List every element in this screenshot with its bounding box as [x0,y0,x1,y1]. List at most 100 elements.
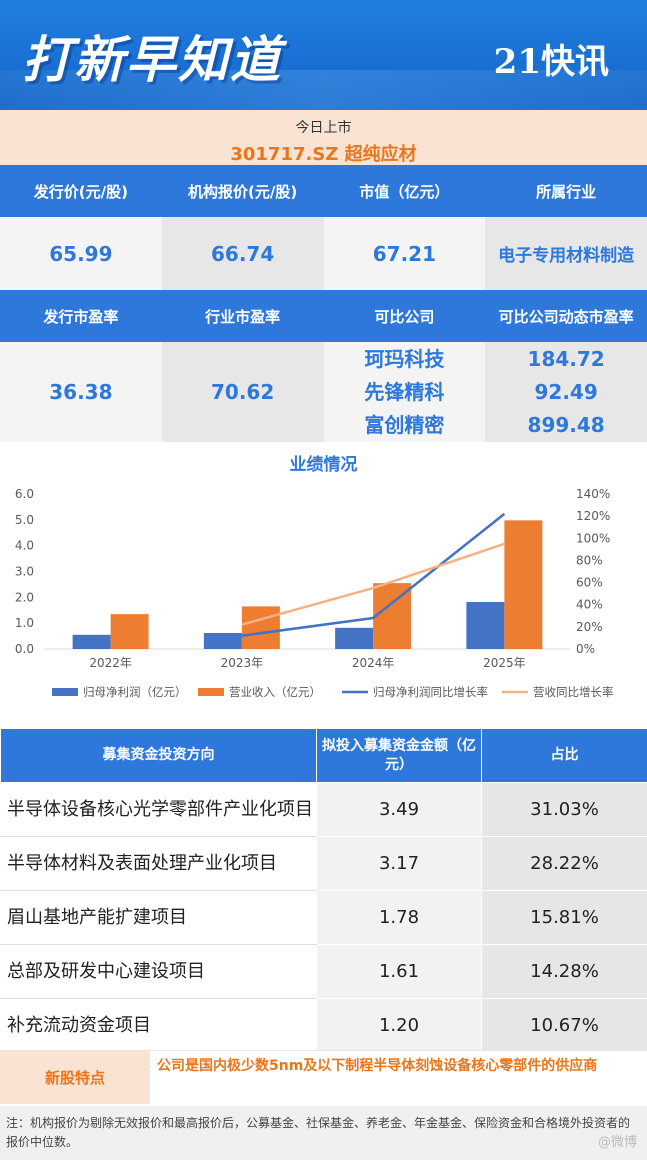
peer-names: 珂玛科技 先锋精科 富创精密 [323,342,486,442]
brand-text: 快讯 [541,42,609,82]
header-peer-pe: 可比公司动态市盈率 [498,307,634,326]
listing-stock: 301717.SZ 超纯应材 [230,144,417,165]
project-name: 总部及研发中心建设项目 [0,944,317,999]
peer-name: 先锋精科 [364,379,445,404]
y-right-tick: 100% [576,531,610,545]
legend-swatch [52,688,78,696]
project-ratio: 14.28% [481,944,647,999]
y-left-tick: 0.0 [15,642,34,656]
legend-label: 营业收入（亿元） [229,685,321,699]
bar-net-profit [466,601,505,649]
header-industry-pe: 行业市盈率 [205,307,281,326]
pe-header: 发行市盈率 行业市盈率 可比公司 可比公司动态市盈率 [0,290,647,342]
feature-label: 新股特点 [0,1051,150,1104]
industry-value: 电子专用材料制造 [485,217,647,290]
y-right-tick: 80% [576,553,603,567]
peer-pe: 92.49 [534,379,598,404]
y-left-tick: 3.0 [15,565,34,579]
header-industry: 所属行业 [536,182,597,201]
peer-name: 富创精密 [364,412,445,437]
project-amount: 1.61 [316,944,482,999]
y-left-tick: 2.0 [15,590,34,604]
y-right-tick: 60% [576,576,603,590]
col-header-direction: 募集资金投资方向 [0,728,317,783]
table-row: 眉山基地产能扩建项目 1.78 15.81% [0,890,647,945]
y-right-tick: 140% [576,487,610,501]
x-tick: 2023年 [221,656,264,670]
legend-swatch [198,688,224,696]
y-right-tick: 20% [576,620,603,634]
y-left-tick: 4.0 [15,539,34,553]
project-name: 半导体材料及表面处理产业化项目 [0,836,317,891]
feature-row: 新股特点 公司是国内极少数5nm及以下制程半导体刻蚀设备核心零部件的供应商 [0,1050,647,1104]
market-cap-value: 67.21 [323,217,486,290]
footnote: 注：机构报价为剔除无效报价和最高报价后，公募基金、社保基金、养老金、年金基金、保… [0,1106,647,1160]
listing-label: 今日上市 [295,120,352,136]
x-tick: 2024年 [352,656,395,670]
y-left-tick: 6.0 [15,487,34,501]
header-issue-pe: 发行市盈率 [43,307,119,326]
project-ratio: 15.81% [481,890,647,945]
bar-net-profit [72,634,111,649]
table-row: 半导体材料及表面处理产业化项目 3.17 28.22% [0,836,647,891]
feature-text: 公司是国内极少数5nm及以下制程半导体刻蚀设备核心零部件的供应商 [150,1051,647,1104]
legend-label: 归母净利润（亿元） [83,685,187,699]
project-name: 半导体设备核心光学零部件产业化项目 [0,782,317,837]
y-right-tick: 0% [576,642,595,656]
project-name: 眉山基地产能扩建项目 [0,890,317,945]
header-issue-price: 发行价(元/股) [33,182,128,201]
legend-label: 归母净利润同比增长率 [373,685,488,699]
project-amount: 1.78 [316,890,482,945]
x-tick: 2022年 [89,656,132,670]
bar-revenue [110,614,149,649]
x-tick: 2025年 [483,656,526,670]
y-left-tick: 1.0 [15,616,34,630]
peer-name: 珂玛科技 [364,346,445,371]
banner-title: 打新早知道 [22,31,282,89]
listing-bar: 今日上市 301717.SZ 超纯应材 [0,110,647,165]
legend-label: 营收同比增长率 [533,685,614,699]
y-right-tick: 40% [576,598,603,612]
table-row: 半导体设备核心光学零部件产业化项目 3.49 31.03% [0,782,647,837]
watermark: @微博 [597,1135,637,1150]
table-row: 补充流动资金项目 1.20 10.67% [0,998,647,1053]
issue-pe-value: 36.38 [0,342,162,442]
bar-net-profit [335,627,374,649]
project-amount: 3.17 [316,836,482,891]
project-amount: 1.20 [316,998,482,1053]
table-header-row: 募集资金投资方向 拟投入募集资金金额（亿元） 占比 [0,728,647,783]
header-peers: 可比公司 [374,307,435,326]
project-name: 补充流动资金项目 [0,998,317,1053]
peer-pe: 184.72 [527,346,605,371]
y-right-tick: 120% [576,509,610,523]
project-ratio: 10.67% [481,998,647,1053]
fund-allocation-table: 募集资金投资方向 拟投入募集资金金额（亿元） 占比 半导体设备核心光学零部件产业… [0,728,647,1053]
peer-pe: 899.48 [527,412,605,437]
project-ratio: 28.22% [481,836,647,891]
institution-quote-value: 66.74 [161,217,324,290]
project-ratio: 31.03% [481,782,647,837]
footnote-text: 注：机构报价为剔除无效报价和最高报价后，公募基金、社保基金、养老金、年金基金、保… [6,1116,631,1149]
industry-pe-value: 70.62 [161,342,324,442]
performance-chart: 0.0 1.0 2.0 3.0 4.0 5.0 6.0 0% 20% 40% 60% 80% 100% 1… [15,487,614,699]
header-market-cap: 市值（亿元） [359,182,450,201]
line-revenue-growth [241,542,505,626]
col-header-amount: 拟投入募集资金金额（亿元） [316,728,482,783]
header-banner: 打新早知道 21快讯 [0,0,647,110]
brand-logo: 21快讯 [494,34,609,83]
brand-number: 21 [493,42,541,82]
issue-price-value: 65.99 [0,217,162,290]
table-row: 总部及研发中心建设项目 1.61 14.28% [0,944,647,999]
line-net-profit-growth [241,512,506,637]
peer-pe-values: 184.72 92.49 899.48 [485,342,647,442]
header-institution-quote: 机构报价(元/股) [188,182,298,201]
bar-net-profit [203,632,242,649]
pe-values: 36.38 70.62 珂玛科技 先锋精科 富创精密 184.72 92.49 … [0,342,647,442]
ipo-info-values: 65.99 66.74 67.21 电子专用材料制造 [0,217,647,290]
bar-revenue [241,606,280,649]
chart-title: 业绩情况 [289,455,358,475]
col-header-ratio: 占比 [481,728,647,783]
project-amount: 3.49 [316,782,482,837]
bar-revenue [504,520,543,649]
banner-wave [0,70,647,110]
